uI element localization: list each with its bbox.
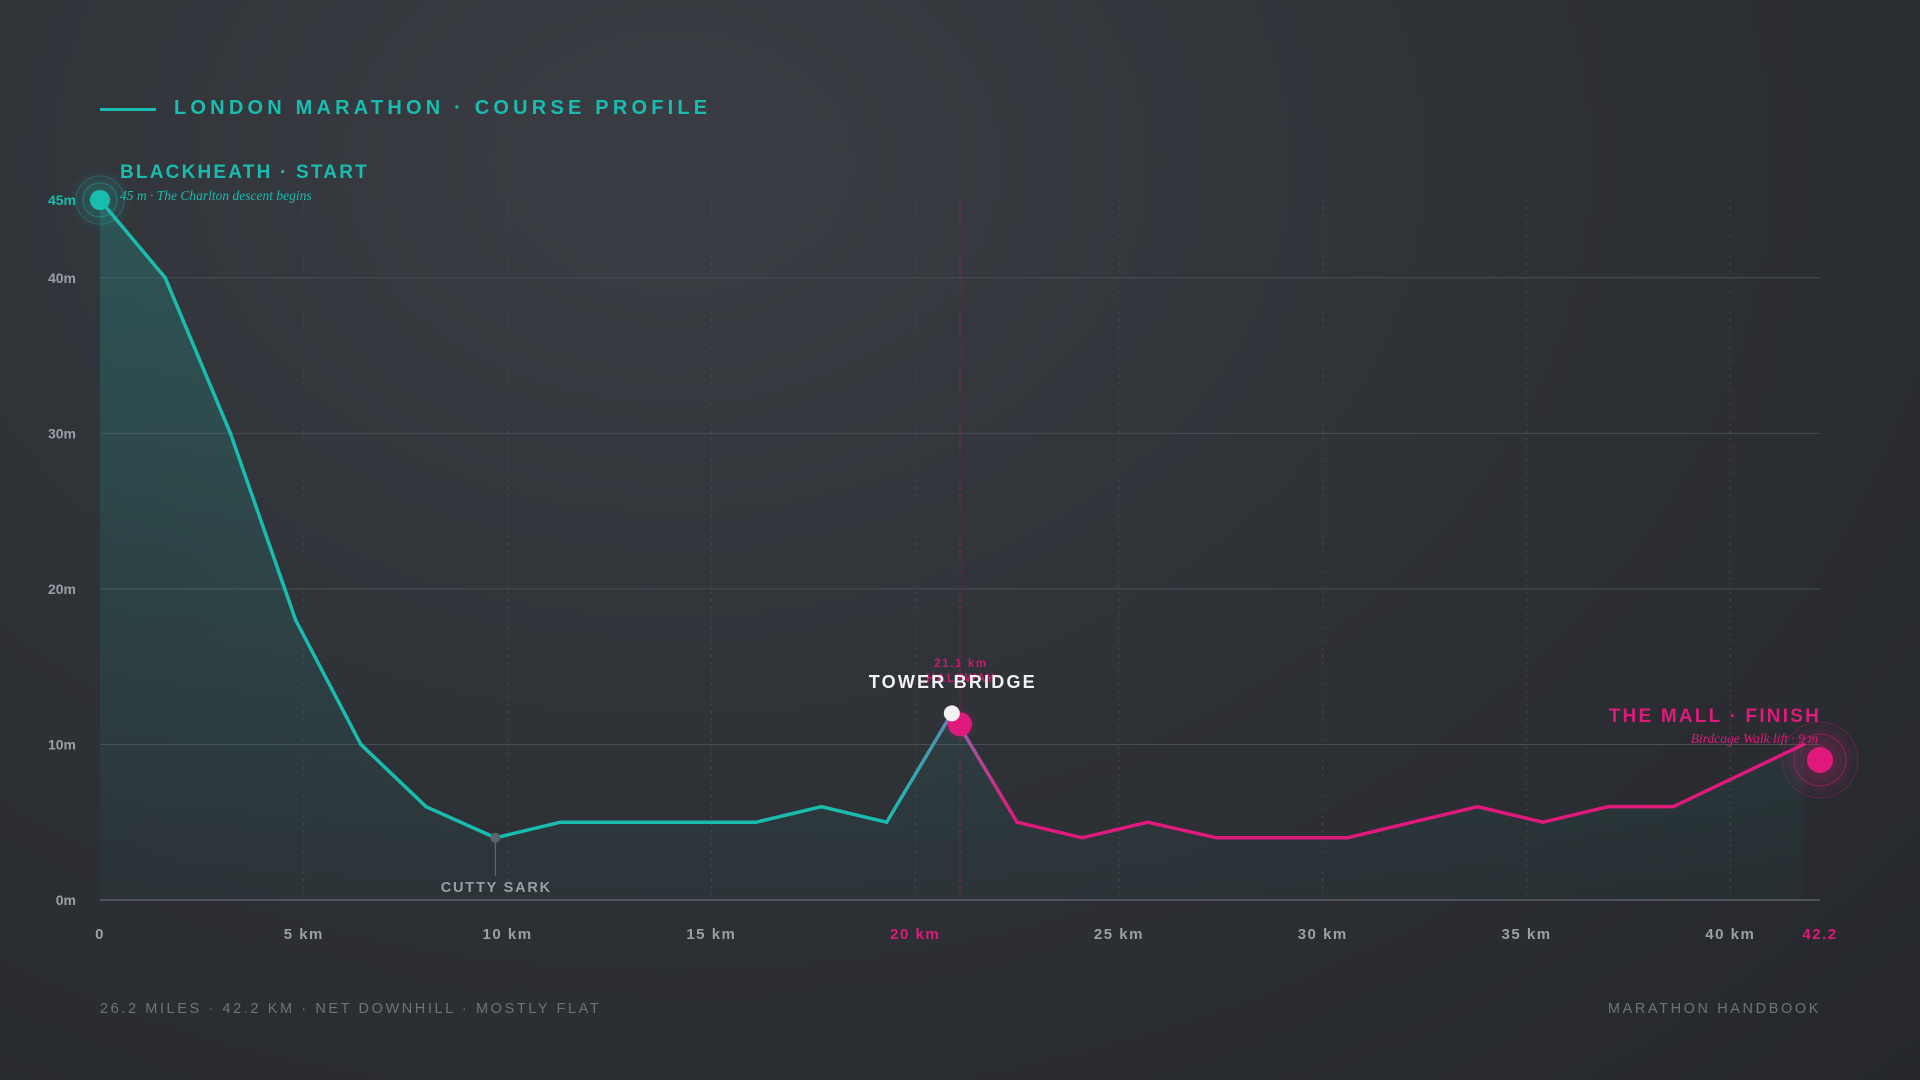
- elevation-line-segment: [1410, 804, 1480, 824]
- y-tick-label: 0m: [56, 892, 76, 908]
- y-tick-label: 20m: [48, 581, 76, 597]
- elevation-line-segment: [424, 804, 498, 840]
- x-tick-label: 10 km: [483, 926, 533, 943]
- y-tick-label: 40m: [48, 270, 76, 286]
- annotation-layer: BLACKHEATH · START 45 m · The Charlton de…: [68, 162, 1860, 896]
- start-ring: [82, 182, 118, 218]
- area-layer: [100, 200, 1804, 900]
- x-tick-label: 40 km: [1705, 926, 1755, 943]
- elevation-line-segment: [359, 742, 428, 809]
- halfway-label: HALFWAY: [926, 671, 995, 685]
- finish-marker: [1807, 747, 1833, 773]
- x-tick-label: 0: [95, 926, 105, 943]
- x-tick-label: 42.2: [1802, 926, 1837, 943]
- elevation-line-segment: [1080, 820, 1150, 840]
- elevation-line-segment: [228, 431, 298, 622]
- finish-ring: [1781, 721, 1859, 799]
- footer-summary: 26.2 MILES · 42.2 KM · NET DOWNHILL · MO…: [100, 1001, 602, 1017]
- elevation-area: [100, 200, 1804, 900]
- start-marker: [90, 190, 110, 210]
- x-tick-label: 35 km: [1502, 926, 1552, 943]
- elevation-line-segment: [493, 820, 563, 840]
- start-label: BLACKHEATH · START: [120, 162, 369, 183]
- x-tick-label: 30 km: [1298, 926, 1348, 943]
- tower-bridge-marker: [943, 705, 960, 722]
- start-ring: [75, 175, 125, 225]
- elevation-line-segment: [293, 618, 363, 747]
- y-tick-label: 10m: [48, 736, 76, 752]
- cutty-sark-label: CUTTY SARK: [441, 880, 552, 896]
- cutty-sark-marker: [490, 832, 501, 843]
- elevation-line-segment: [1145, 820, 1219, 840]
- elevation-line-segment: [819, 804, 889, 824]
- finish-label: THE MALL · FINISH: [1609, 706, 1821, 727]
- elevation-line-segment: [884, 711, 954, 824]
- elevation-line-segment: [1541, 804, 1610, 824]
- x-tick-label: 20 km: [890, 926, 940, 943]
- finish-ring: [1793, 733, 1847, 787]
- elevation-line-segment: [1345, 820, 1415, 840]
- halfway-km-label: 21.1 km: [934, 658, 987, 670]
- elevation-line-segment: [1015, 820, 1085, 840]
- elevation-line-segment: [1475, 804, 1545, 824]
- header-accent-line: [100, 108, 156, 111]
- chart-title: LONDON MARATHON · COURSE PROFILE: [174, 97, 712, 119]
- elevation-line-segment: [754, 804, 824, 824]
- elevation-line-segment: [163, 276, 233, 436]
- start-sublabel: 45 m · The Charlton descent begins: [120, 188, 312, 203]
- finish-sublabel: Birdcage Walk lift · 9 m: [1691, 731, 1818, 746]
- elevation-line-segment: [1671, 773, 1741, 809]
- x-tick-label: 15 km: [686, 926, 736, 943]
- line-layer: [98, 198, 1806, 840]
- y-tick-label: 30m: [48, 425, 76, 441]
- x-tick-label: 5 km: [284, 926, 324, 943]
- footer-source: MARATHON HANDBOOK: [1607, 1001, 1821, 1017]
- tower-bridge-label: TOWER BRIDGE: [869, 672, 1037, 692]
- x-tick-label: 25 km: [1094, 926, 1144, 943]
